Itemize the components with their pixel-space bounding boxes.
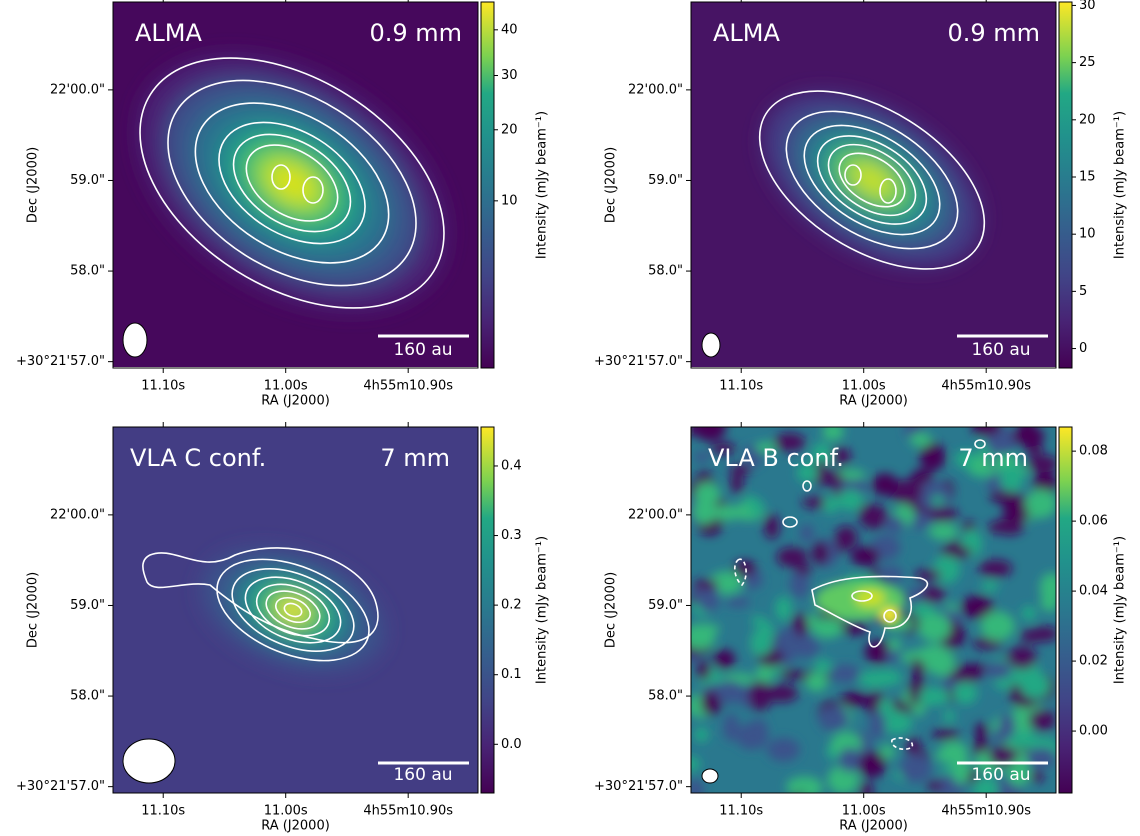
colorbar-tick-label: 0.08	[1079, 444, 1108, 459]
page: {"chart_data": [ {"type": "image", "titl…	[0, 0, 1140, 836]
image-panel-3	[113, 427, 478, 793]
colorbar-tick-label: 25	[1079, 55, 1096, 70]
panel-subtitle: 7 mm	[958, 444, 1028, 472]
x-tick-label: 4h55m10.90s	[941, 379, 1031, 394]
colorbar-tick-label: 0.0	[501, 737, 522, 752]
colorbar-tick-label: 40	[501, 22, 518, 37]
image-panel-1	[91, 1, 494, 367]
x-tick-label: 11.00s	[264, 379, 308, 394]
panel-subtitle: 7 mm	[380, 444, 450, 472]
colorbar-tick-label: 20	[501, 122, 518, 137]
panel-title: ALMA	[713, 19, 780, 47]
y-tick-label: 22'00.0"	[628, 507, 683, 522]
x-tick-label: 11.00s	[264, 804, 308, 819]
y-tick-label: 22'00.0"	[50, 507, 105, 522]
y-tick-label: +30°21'57.0"	[594, 354, 683, 369]
colorbar-tick-label: 0.00	[1079, 724, 1108, 739]
colorbar	[481, 427, 494, 793]
x-tick-label: 11.10s	[141, 379, 185, 394]
y-tick-label: +30°21'57.0"	[594, 779, 683, 794]
panel-title: VLA C conf.	[130, 444, 266, 472]
colorbar	[481, 2, 494, 368]
colorbar-tick-label: 10	[501, 193, 518, 208]
y-axis-label: Dec (J2000)	[26, 147, 41, 223]
colorbar-tick-label: 0	[1079, 341, 1087, 356]
colorbar-tick-label: 0.4	[501, 458, 522, 473]
colorbar-tick-label: 0.04	[1079, 584, 1108, 599]
x-axis-label: RA (J2000)	[839, 394, 908, 409]
x-tick-label: 4h55m10.90s	[941, 804, 1031, 819]
y-tick-label: 58.0"	[70, 264, 105, 279]
colorbar-tick-label: 15	[1079, 169, 1096, 184]
colorbar-tick-label: 10	[1079, 227, 1096, 242]
y-tick-label: +30°21'57.0"	[16, 779, 105, 794]
colorbar-tick-label: 30	[1079, 0, 1096, 13]
x-tick-label: 4h55m10.90s	[363, 804, 453, 819]
colorbar-tick-label: 20	[1079, 112, 1096, 127]
scalebar-label: 160 au	[393, 340, 452, 360]
y-tick-label: 59.0"	[648, 598, 683, 613]
y-tick-label: 22'00.0"	[628, 82, 683, 97]
colorbar-tick-label: 0.3	[501, 528, 522, 543]
y-axis-label: Dec (J2000)	[604, 572, 619, 648]
colorbar-tick-label: 0.2	[501, 598, 522, 613]
y-tick-label: 59.0"	[648, 173, 683, 188]
x-tick-label: 11.10s	[141, 804, 185, 819]
y-tick-label: 22'00.0"	[50, 82, 105, 97]
colorbar-label: Intensity (mJy beam⁻¹)	[1113, 111, 1128, 259]
colorbar-tick-label: 0.1	[501, 667, 522, 682]
x-axis-label: RA (J2000)	[261, 394, 330, 409]
x-tick-label: 11.10s	[719, 804, 763, 819]
panel-title: ALMA	[135, 19, 202, 47]
scalebar-label: 160 au	[971, 765, 1030, 785]
colorbar-label: Intensity (mJy beam⁻¹)	[535, 111, 550, 259]
x-axis-label: RA (J2000)	[261, 819, 330, 834]
scalebar-label: 160 au	[971, 340, 1030, 360]
y-tick-label: 59.0"	[70, 173, 105, 188]
x-axis-label: RA (J2000)	[839, 819, 908, 834]
panel-subtitle: 0.9 mm	[369, 19, 462, 47]
image-panel-4	[677, 414, 1063, 803]
colorbar-tick-label: 30	[501, 68, 518, 83]
y-tick-label: 58.0"	[70, 689, 105, 704]
colorbar-tick-label: 0.06	[1079, 514, 1108, 529]
y-axis-label: Dec (J2000)	[26, 572, 41, 648]
y-axis-label: Dec (J2000)	[604, 147, 619, 223]
x-tick-label: 11.10s	[719, 379, 763, 394]
scalebar-label: 160 au	[393, 765, 452, 785]
panel-title: VLA B conf.	[708, 444, 844, 472]
colorbar	[1059, 2, 1072, 368]
x-tick-label: 4h55m10.90s	[363, 379, 453, 394]
y-tick-label: +30°21'57.0"	[16, 354, 105, 369]
figure: ALMA 0.9 mm 160 au 11.10s 11.00s 4h55m10.90s +…	[0, 0, 1140, 836]
y-tick-label: 58.0"	[648, 264, 683, 279]
image-panel-2	[691, 2, 1056, 367]
colorbar-tick-label: 0.02	[1079, 654, 1108, 669]
y-tick-label: 58.0"	[648, 689, 683, 704]
panel-subtitle: 0.9 mm	[947, 19, 1040, 47]
y-tick-label: 59.0"	[70, 598, 105, 613]
x-tick-label: 11.00s	[842, 804, 886, 819]
colorbar-label: Intensity (mJy beam⁻¹)	[1113, 536, 1128, 684]
colorbar-tick-label: 5	[1079, 284, 1087, 299]
x-tick-label: 11.00s	[842, 379, 886, 394]
colorbar-label: Intensity (mJy beam⁻¹)	[535, 536, 550, 684]
colorbar	[1059, 427, 1072, 793]
